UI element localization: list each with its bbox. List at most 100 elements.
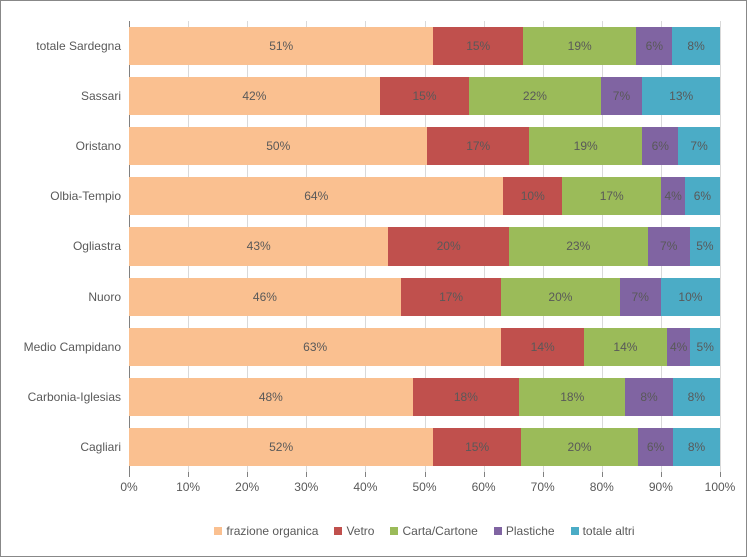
bar-segment-value: 63% bbox=[303, 340, 327, 354]
x-tick bbox=[188, 472, 189, 477]
x-tick bbox=[365, 472, 366, 477]
bar-segment-frazione-organica: 46% bbox=[129, 278, 401, 316]
bar-segment-value: 51% bbox=[269, 39, 293, 53]
legend-item-carta-cartone: Carta/Cartone bbox=[390, 524, 477, 538]
category-label: Olbia-Tempio bbox=[50, 189, 121, 203]
bar-row: Olbia-Tempio64%10%17%4%6% bbox=[129, 171, 720, 221]
bar-segment-carta-cartone: 23% bbox=[509, 227, 648, 265]
bar-segment-carta-cartone: 14% bbox=[584, 328, 667, 366]
legend-item-plastiche: Plastiche bbox=[494, 524, 555, 538]
stacked-bar: 63% 14% 14% 4% 5% bbox=[129, 328, 720, 366]
bar-segment-plastiche: 6% bbox=[642, 127, 678, 165]
legend-label: Carta/Cartone bbox=[402, 524, 477, 538]
stacked-bar: 64%10%17%4%6% bbox=[129, 177, 720, 215]
stacked-bar: 43% 20% 23% 7% 5% bbox=[129, 227, 720, 265]
bar-segment-value: 18% bbox=[560, 390, 584, 404]
x-axis-label: 40% bbox=[353, 480, 377, 494]
bar-segment-value: 6% bbox=[646, 39, 663, 53]
bar-segment-vetro: 15% bbox=[433, 27, 523, 65]
bar-segment-value: 14% bbox=[613, 340, 637, 354]
bar-segment-plastiche: 8% bbox=[625, 378, 672, 416]
bar-segment-totale-altri: 5% bbox=[690, 227, 720, 265]
legend-swatch bbox=[494, 527, 502, 535]
bar-segment-value: 20% bbox=[568, 440, 592, 454]
legend-item-vetro: Vetro bbox=[334, 524, 374, 538]
bar-segment-vetro: 17% bbox=[427, 127, 528, 165]
legend: frazione organica Vetro Carta/Cartone Plast… bbox=[129, 524, 720, 538]
bar-segment-value: 7% bbox=[660, 239, 677, 253]
x-tick bbox=[602, 472, 603, 477]
bar-segment-frazione-organica: 52% bbox=[129, 428, 433, 466]
bar-segment-value: 18% bbox=[454, 390, 478, 404]
bar-segment-value: 10% bbox=[521, 189, 545, 203]
bar-segment-value: 5% bbox=[697, 340, 714, 354]
stacked-bar: 52% 15% 20% 6% 8% bbox=[129, 428, 720, 466]
x-tick bbox=[247, 472, 248, 477]
bar-segment-plastiche: 7% bbox=[620, 278, 661, 316]
legend-label: Plastiche bbox=[506, 524, 555, 538]
category-label: Nuoro bbox=[88, 290, 121, 304]
bar-segment-frazione-organica: 43% bbox=[129, 227, 388, 265]
bar-segment-carta-cartone: 22% bbox=[469, 77, 600, 115]
chart-container: 0%10%20%30%40%50%60%70%80%90%100%totale … bbox=[7, 7, 740, 550]
category-label: Cagliari bbox=[80, 440, 121, 454]
bar-segment-value: 6% bbox=[652, 139, 669, 153]
bar-segment-value: 7% bbox=[632, 290, 649, 304]
bar-segment-value: 13% bbox=[669, 89, 693, 103]
category-label: Sassari bbox=[81, 89, 121, 103]
x-tick bbox=[129, 472, 130, 477]
legend-label: Vetro bbox=[346, 524, 374, 538]
category-label: Medio Campidano bbox=[24, 340, 121, 354]
bar-segment-vetro: 15% bbox=[433, 428, 521, 466]
legend-label: totale altri bbox=[583, 524, 635, 538]
stacked-bar: 50%17%19%6%7% bbox=[129, 127, 720, 165]
bar-segment-value: 46% bbox=[253, 290, 277, 304]
x-axis-label: 30% bbox=[294, 480, 318, 494]
bar-row: Carbonia-Iglesias48%18%18%8%8% bbox=[129, 372, 720, 422]
bar-segment-frazione-organica: 48% bbox=[129, 378, 413, 416]
bar-segment-value: 52% bbox=[269, 440, 293, 454]
category-label: Oristano bbox=[76, 139, 121, 153]
bar-segment-vetro: 10% bbox=[503, 177, 562, 215]
bar-segment-value: 14% bbox=[531, 340, 555, 354]
bar-segment-value: 23% bbox=[566, 239, 590, 253]
bar-segment-vetro: 15% bbox=[380, 77, 470, 115]
bar-segment-frazione-organica: 63% bbox=[129, 328, 501, 366]
x-axis-label: 60% bbox=[472, 480, 496, 494]
bar-segment-plastiche: 4% bbox=[661, 177, 684, 215]
bar-segment-value: 10% bbox=[678, 290, 702, 304]
bar-segment-vetro: 14% bbox=[501, 328, 584, 366]
legend-item-frazione-organica: frazione organica bbox=[214, 524, 318, 538]
category-label: totale Sardegna bbox=[36, 39, 121, 53]
category-label: Ogliastra bbox=[73, 239, 121, 253]
bar-segment-totale-altri: 7% bbox=[678, 127, 720, 165]
bar-row: Ogliastra43%20%23%7%5% bbox=[129, 221, 720, 271]
bar-segment-vetro: 20% bbox=[388, 227, 509, 265]
bar-segment-plastiche: 7% bbox=[601, 77, 643, 115]
x-tick bbox=[661, 472, 662, 477]
bar-segment-value: 6% bbox=[647, 440, 664, 454]
bar-segment-value: 15% bbox=[465, 440, 489, 454]
bar-row: Sassari42%15%22%7%13% bbox=[129, 71, 720, 121]
bar-segment-plastiche: 6% bbox=[638, 428, 673, 466]
stacked-bar: 48% 18% 18% 8% 8% bbox=[129, 378, 720, 416]
bar-segment-value: 19% bbox=[574, 139, 598, 153]
bar-segment-value: 8% bbox=[688, 440, 705, 454]
legend-swatch bbox=[214, 527, 222, 535]
bar-segment-carta-cartone: 18% bbox=[519, 378, 625, 416]
x-axis-label: 0% bbox=[120, 480, 137, 494]
bar-row: Cagliari52%15%20%6%8% bbox=[129, 422, 720, 472]
bar-segment-value: 20% bbox=[548, 290, 572, 304]
bar-row: Nuoro46%17%20%7%10% bbox=[129, 272, 720, 322]
bar-segment-vetro: 18% bbox=[413, 378, 519, 416]
bar-segment-value: 8% bbox=[688, 390, 705, 404]
bar-segment-value: 4% bbox=[670, 340, 687, 354]
bar-segment-value: 43% bbox=[247, 239, 271, 253]
bar-segment-plastiche: 4% bbox=[667, 328, 691, 366]
bar-segment-value: 42% bbox=[242, 89, 266, 103]
bar-segment-carta-cartone: 20% bbox=[501, 278, 619, 316]
bar-segment-totale-altri: 10% bbox=[661, 278, 720, 316]
bar-segment-value: 6% bbox=[694, 189, 711, 203]
bar-segment-value: 64% bbox=[304, 189, 328, 203]
bar-segment-value: 15% bbox=[412, 89, 436, 103]
